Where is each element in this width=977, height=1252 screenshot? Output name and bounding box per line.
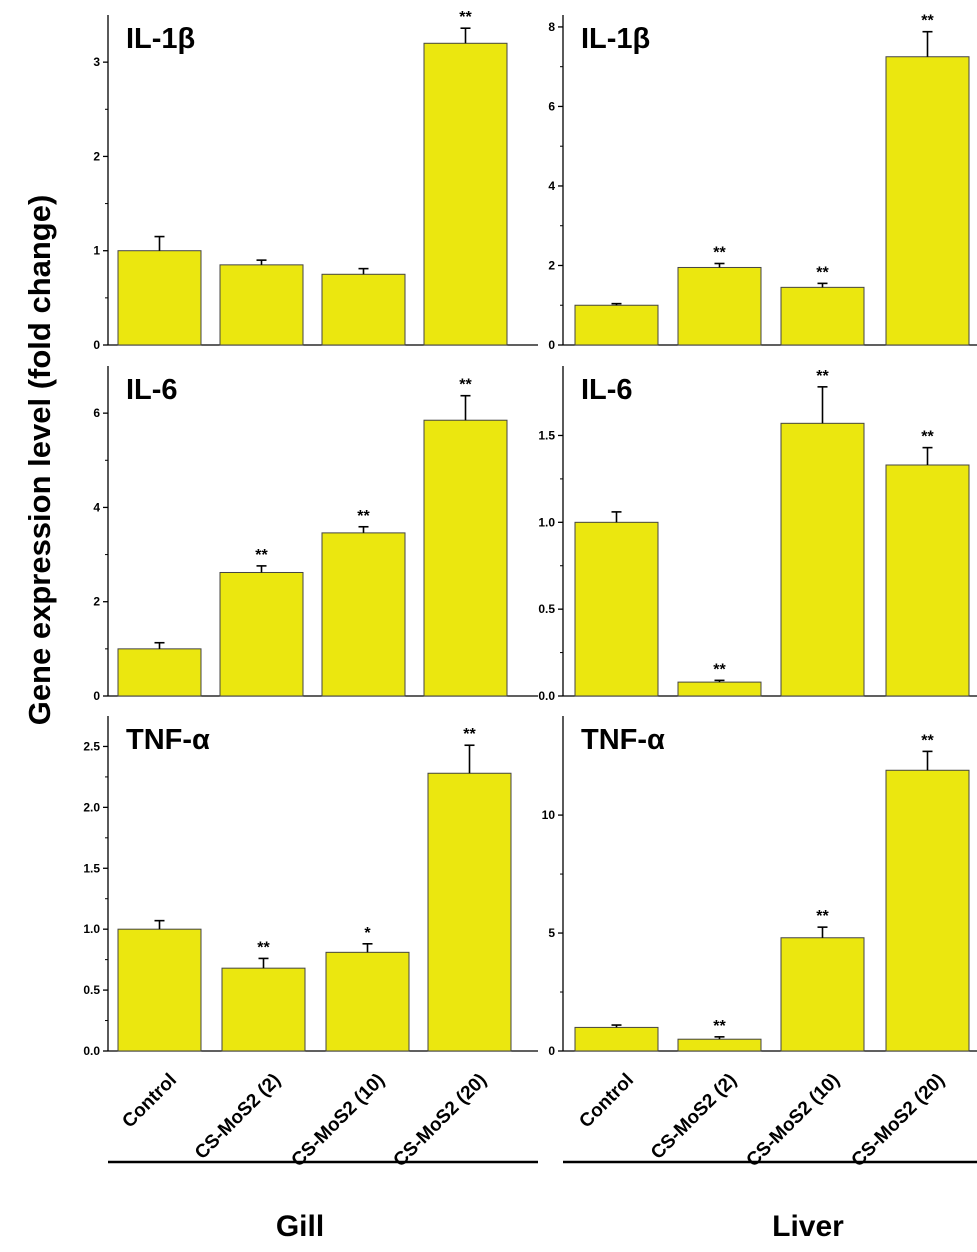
- y-tick-label: 2.0: [83, 800, 100, 814]
- bar: [780, 422, 865, 697]
- panel-title: TNF-α: [581, 724, 665, 756]
- significance-label: **: [921, 13, 934, 30]
- bar: [117, 250, 202, 346]
- category-label-gill: CS-MoS2 (2): [191, 1070, 285, 1164]
- y-tick-label: 6: [548, 99, 555, 113]
- panel-liver-1: 0 2 4 6 8 IL-1β ** ** **: [548, 13, 977, 352]
- significance-label: **: [713, 1018, 726, 1035]
- significance-label: **: [713, 244, 726, 261]
- bar: [321, 532, 406, 697]
- panel-title: IL-1β: [581, 23, 650, 55]
- significance-label: **: [357, 508, 370, 525]
- y-tick-label: 0.5: [83, 983, 100, 997]
- y-axis-title: Gene expression level (fold change): [22, 195, 57, 726]
- bar: [885, 769, 970, 1052]
- bar: [117, 648, 202, 697]
- panel-title: TNF-α: [126, 724, 210, 756]
- y-tick-label: 1.5: [538, 428, 555, 442]
- y-tick-label: 0.0: [83, 1044, 100, 1058]
- bar: [574, 304, 659, 346]
- bar: [221, 967, 306, 1052]
- y-tick-label: 1: [93, 244, 100, 258]
- panel-liver-5: 0 5 10 TNF-α ** ** **: [542, 716, 977, 1058]
- group-label-liver: Liver: [772, 1210, 844, 1243]
- significance-label: **: [459, 9, 472, 26]
- panel-liver-3: 0.0 0.5 1.0 1.5 IL-6 ** ** **: [538, 366, 977, 703]
- significance-label: **: [816, 908, 829, 925]
- significance-label: **: [816, 368, 829, 385]
- bar: [677, 681, 762, 697]
- y-tick-label: 2: [93, 149, 100, 163]
- category-labels-layer: Control CS-MoS2 (2) CS-MoS2 (10) CS-MoS2 (2…: [118, 1070, 949, 1171]
- group-label-gill: Gill: [276, 1210, 324, 1243]
- y-tick-label: 1.5: [83, 861, 100, 875]
- bar: [780, 286, 865, 346]
- bar: [574, 521, 659, 697]
- significance-label: **: [459, 377, 472, 394]
- significance-label: **: [921, 732, 934, 749]
- significance-label: **: [463, 726, 476, 743]
- y-tick-label: 4: [93, 500, 100, 514]
- y-tick-label: 0: [548, 1044, 555, 1058]
- y-tick-label: 0.5: [538, 602, 555, 616]
- y-tick-label: 5: [548, 926, 555, 940]
- y-tick-label: 6: [93, 406, 100, 420]
- bar: [325, 951, 410, 1052]
- y-tick-label: 1.0: [538, 515, 555, 529]
- panel-title: IL-6: [581, 374, 633, 406]
- category-label-gill: CS-MoS2 (10): [288, 1070, 389, 1171]
- significance-label: **: [257, 939, 270, 956]
- bar: [117, 928, 202, 1052]
- bar: [423, 419, 508, 697]
- category-label-liver: Control: [575, 1070, 638, 1133]
- panel-gill-4: 0.00.51.01.52.02.5 TNF-α*****: [83, 716, 538, 1058]
- y-tick-label: 1.0: [83, 922, 100, 936]
- y-tick-label: 3: [93, 55, 100, 69]
- significance-label: **: [713, 661, 726, 678]
- bar: [219, 264, 304, 346]
- category-label-liver: CS-MoS2 (20): [848, 1070, 949, 1171]
- y-tick-label: 0.0: [538, 689, 555, 703]
- panel-title: IL-6: [126, 374, 178, 406]
- bar: [219, 571, 304, 697]
- significance-label: *: [364, 925, 371, 942]
- y-tick-label: 4: [548, 179, 555, 193]
- panel-gill-0: 0 1 2 3 IL-1β **: [93, 9, 538, 352]
- significance-label: **: [255, 547, 268, 564]
- y-tick-label: 8: [548, 20, 555, 34]
- bar: [780, 937, 865, 1052]
- category-label-gill: Control: [118, 1070, 181, 1133]
- category-label-liver: CS-MoS2 (10): [743, 1070, 844, 1171]
- category-label-gill: CS-MoS2 (20): [390, 1070, 491, 1171]
- bar: [423, 42, 508, 346]
- y-tick-label: 2: [93, 595, 100, 609]
- y-tick-label: 2: [548, 258, 555, 272]
- panel-title: IL-1β: [126, 23, 195, 55]
- y-tick-label: 2.5: [83, 739, 100, 753]
- bar: [677, 266, 762, 346]
- bar: [885, 464, 970, 697]
- y-tick-label: 10: [542, 808, 556, 822]
- bar: [677, 1038, 762, 1052]
- bar: [574, 1026, 659, 1052]
- bar: [427, 772, 512, 1052]
- panel-gill-2: 0 2 4 6 IL-6 ** ** **: [93, 366, 538, 703]
- significance-label: **: [921, 429, 934, 446]
- y-tick-label: 0: [93, 338, 100, 352]
- bar: [885, 56, 970, 346]
- y-tick-label: 0: [93, 689, 100, 703]
- category-label-liver: CS-MoS2 (2): [647, 1070, 741, 1164]
- y-tick-label: 0: [548, 338, 555, 352]
- bar: [321, 273, 406, 346]
- significance-label: **: [816, 264, 829, 281]
